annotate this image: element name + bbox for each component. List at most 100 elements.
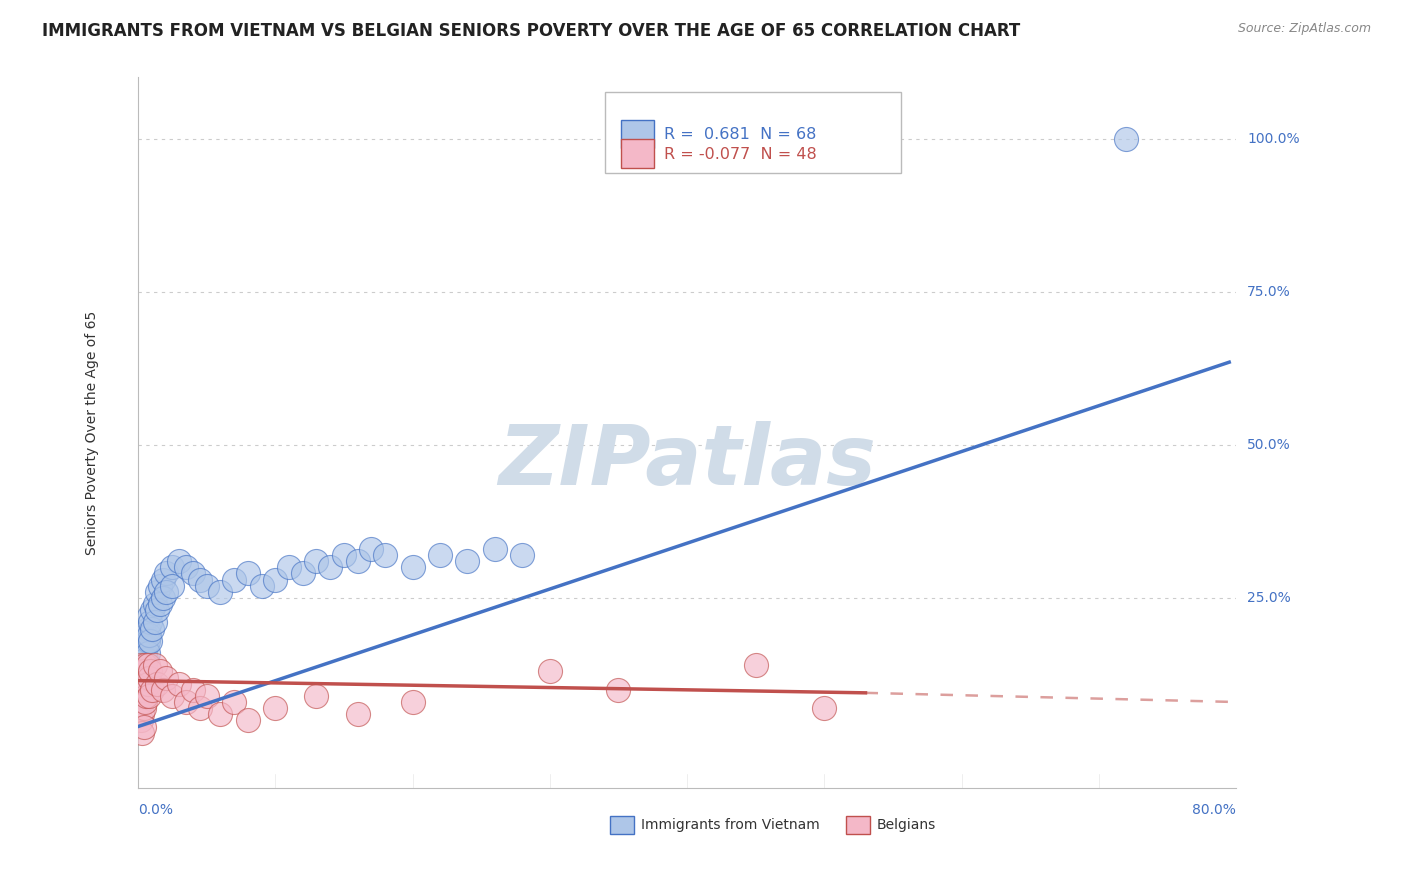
Point xyxy=(236,566,259,581)
Point xyxy=(146,603,169,617)
Point xyxy=(135,652,157,666)
Point xyxy=(1115,131,1137,145)
Point xyxy=(155,566,177,581)
Point xyxy=(128,671,150,685)
Point xyxy=(134,658,156,673)
Point xyxy=(141,603,163,617)
Point xyxy=(132,640,155,654)
Point xyxy=(401,560,423,574)
Point xyxy=(131,646,153,660)
Text: R = -0.077  N = 48: R = -0.077 N = 48 xyxy=(664,146,817,161)
Point xyxy=(135,628,157,642)
Point xyxy=(181,682,204,697)
Text: 75.0%: 75.0% xyxy=(1247,285,1291,299)
Point xyxy=(195,579,218,593)
Point xyxy=(224,573,246,587)
Point xyxy=(131,682,153,697)
Point xyxy=(360,541,382,556)
Point xyxy=(155,584,177,599)
Text: Seniors Poverty Over the Age of 65: Seniors Poverty Over the Age of 65 xyxy=(84,310,98,555)
Text: Immigrants from Vietnam: Immigrants from Vietnam xyxy=(641,818,820,832)
Point xyxy=(146,584,169,599)
Point xyxy=(141,622,163,636)
Point xyxy=(744,658,766,673)
Point xyxy=(152,682,174,697)
Bar xyxy=(621,139,654,168)
Point xyxy=(305,689,328,703)
Point xyxy=(132,665,155,679)
Point xyxy=(135,689,157,703)
Text: ZIPatlas: ZIPatlas xyxy=(498,420,876,501)
Point xyxy=(129,714,152,728)
Text: 50.0%: 50.0% xyxy=(1247,438,1291,452)
Point xyxy=(136,622,159,636)
Point xyxy=(167,676,190,690)
Point xyxy=(136,658,159,673)
Point xyxy=(143,615,166,630)
Point xyxy=(129,676,152,690)
Point xyxy=(138,671,160,685)
Point xyxy=(333,548,356,562)
Point xyxy=(401,695,423,709)
Point xyxy=(134,671,156,685)
Point xyxy=(136,676,159,690)
Text: IMMIGRANTS FROM VIETNAM VS BELGIAN SENIORS POVERTY OVER THE AGE OF 65 CORRELATIO: IMMIGRANTS FROM VIETNAM VS BELGIAN SENIO… xyxy=(42,22,1021,40)
Point xyxy=(209,584,232,599)
Point xyxy=(305,554,328,568)
Point xyxy=(155,671,177,685)
Point xyxy=(135,671,157,685)
Text: 100.0%: 100.0% xyxy=(1247,132,1299,145)
Point xyxy=(188,701,211,715)
Point xyxy=(134,633,156,648)
Text: 25.0%: 25.0% xyxy=(1247,591,1291,605)
Text: 0.0%: 0.0% xyxy=(138,803,173,817)
Point xyxy=(131,689,153,703)
Point xyxy=(136,646,159,660)
Point xyxy=(174,560,197,574)
Point xyxy=(128,658,150,673)
Point xyxy=(143,597,166,611)
Point xyxy=(195,689,218,703)
Point xyxy=(188,573,211,587)
Point xyxy=(319,560,342,574)
Point xyxy=(291,566,314,581)
Point xyxy=(134,676,156,690)
Point xyxy=(132,701,155,715)
Point xyxy=(135,640,157,654)
Point xyxy=(484,541,506,556)
Bar xyxy=(846,816,870,834)
Bar xyxy=(621,120,654,148)
Point xyxy=(134,695,156,709)
Point xyxy=(136,633,159,648)
Point xyxy=(128,665,150,679)
Point xyxy=(149,597,172,611)
Point xyxy=(132,676,155,690)
Point xyxy=(139,615,162,630)
Point xyxy=(129,695,152,709)
Point xyxy=(138,609,160,624)
Point xyxy=(162,579,184,593)
Point xyxy=(128,682,150,697)
Point xyxy=(128,701,150,715)
Point xyxy=(131,695,153,709)
Point xyxy=(131,671,153,685)
Point xyxy=(138,628,160,642)
Point xyxy=(138,689,160,703)
Point xyxy=(131,707,153,722)
Text: Belgians: Belgians xyxy=(877,818,936,832)
Text: R =  0.681  N = 68: R = 0.681 N = 68 xyxy=(664,128,817,143)
Point xyxy=(162,689,184,703)
FancyBboxPatch shape xyxy=(605,92,901,173)
Point xyxy=(129,652,152,666)
Point xyxy=(152,591,174,605)
Point xyxy=(131,658,153,673)
Point xyxy=(278,560,301,574)
Point xyxy=(162,560,184,574)
Point xyxy=(264,701,287,715)
Point xyxy=(813,701,835,715)
Point xyxy=(209,707,232,722)
Point xyxy=(132,682,155,697)
Point xyxy=(141,682,163,697)
Point xyxy=(139,633,162,648)
Point xyxy=(132,719,155,733)
